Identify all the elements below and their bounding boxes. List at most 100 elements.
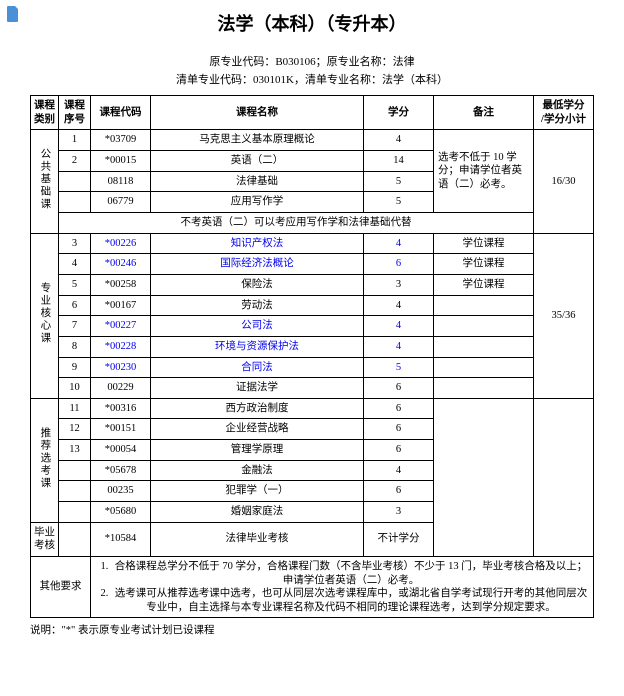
cell-code: *00226	[91, 233, 151, 254]
category-exam: 毕业 考核	[31, 522, 59, 556]
cell-name: 劳动法	[151, 295, 364, 316]
cell-credit: 6	[364, 440, 434, 461]
cell-credit: 6	[364, 481, 434, 502]
cell-note	[434, 336, 534, 357]
document-page: 法学（本科）（专升本） 原专业代码：B030106；原专业名称：法律 清单专业代…	[0, 0, 624, 647]
cell-note: 学位课程	[434, 274, 534, 295]
cell-seq	[59, 502, 91, 523]
category-elective: 推荐选考课	[31, 398, 59, 522]
cell-name: 应用写作学	[151, 192, 364, 213]
req-item: 合格课程总学分不低于 70 学分，合格课程门数（不含毕业考核）不少于 13 门，…	[111, 560, 591, 587]
cell-seq: 13	[59, 440, 91, 461]
cell-name: 法律基础	[151, 171, 364, 192]
span-row: 不考英语（二）可以考应用写作学和法律基础代替	[31, 213, 594, 234]
table-row: 8*00228环境与资源保护法4	[31, 336, 594, 357]
cell-seq: 11	[59, 398, 91, 419]
cell-min: 35/36	[534, 233, 594, 398]
cell-name: 马克思主义基本原理概论	[151, 130, 364, 151]
cell-seq: 4	[59, 254, 91, 275]
cell-credit: 不计学分	[364, 522, 434, 556]
cell-seq	[59, 522, 91, 556]
cell-code: *00151	[91, 419, 151, 440]
cell-note	[434, 378, 534, 399]
document-icon	[6, 6, 20, 22]
cell-credit: 6	[364, 398, 434, 419]
category-other: 其他要求	[31, 556, 91, 618]
cell-note-empty	[434, 398, 534, 556]
table-header-row: 课程 类别 课程 序号 课程代码 课程名称 学分 备注 最低学分 /学分小计	[31, 96, 594, 130]
cell-name: 法律毕业考核	[151, 522, 364, 556]
table-row: 5*00258保险法3学位课程	[31, 274, 594, 295]
cell-credit: 6	[364, 419, 434, 440]
cell-name: 犯罪学（一）	[151, 481, 364, 502]
cell-credit: 3	[364, 502, 434, 523]
cell-credit: 6	[364, 254, 434, 275]
table-row: 9*00230合同法5	[31, 357, 594, 378]
cell-code: *00228	[91, 336, 151, 357]
cell-seq	[59, 481, 91, 502]
footnote: 说明："*" 表示原专业考试计划已设课程	[30, 622, 594, 637]
cell-credit: 4	[364, 233, 434, 254]
cell-name: 知识产权法	[151, 233, 364, 254]
cell-code: *00227	[91, 316, 151, 337]
th-code: 课程代码	[91, 96, 151, 130]
table-row: 专业核心课3*00226知识产权法4学位课程35/36	[31, 233, 594, 254]
cell-name: 国际经济法概论	[151, 254, 364, 275]
cell-name: 金融法	[151, 460, 364, 481]
cell-seq: 2	[59, 151, 91, 172]
cell-note	[434, 295, 534, 316]
cell-code: 08118	[91, 171, 151, 192]
cell-code: *00258	[91, 274, 151, 295]
cell-seq: 7	[59, 316, 91, 337]
cell-code: 06779	[91, 192, 151, 213]
th-min: 最低学分 /学分小计	[534, 96, 594, 130]
cell-credit: 4	[364, 130, 434, 151]
cell-span-text: 不考英语（二）可以考应用写作学和法律基础代替	[59, 213, 534, 234]
cell-seq: 9	[59, 357, 91, 378]
cell-credit: 5	[364, 357, 434, 378]
cell-credit: 4	[364, 460, 434, 481]
other-req-cell: 合格课程总学分不低于 70 学分，合格课程门数（不含毕业考核）不少于 13 门，…	[91, 556, 594, 618]
cell-credit: 6	[364, 378, 434, 399]
cell-seq: 12	[59, 419, 91, 440]
cell-code: *10584	[91, 522, 151, 556]
cell-min: 16/30	[534, 130, 594, 233]
cell-seq	[59, 460, 91, 481]
curriculum-table: 课程 类别 课程 序号 课程代码 课程名称 学分 备注 最低学分 /学分小计 公…	[30, 95, 594, 618]
cell-name: 企业经营战略	[151, 419, 364, 440]
cell-name: 证据法学	[151, 378, 364, 399]
category-public: 公共基础课	[31, 130, 59, 233]
req-item: 选考课可从推荐选考课中选考，也可从同层次选考课程库中，或湖北省自学考试现行开考的…	[111, 587, 591, 614]
cell-credit: 5	[364, 171, 434, 192]
cell-code: *00316	[91, 398, 151, 419]
cell-code: *00246	[91, 254, 151, 275]
cell-code: *00230	[91, 357, 151, 378]
cell-credit: 4	[364, 336, 434, 357]
th-credit: 学分	[364, 96, 434, 130]
cell-seq	[59, 192, 91, 213]
cell-code: *05678	[91, 460, 151, 481]
table-row: 1000229证据法学6	[31, 378, 594, 399]
page-title: 法学（本科）（专升本）	[30, 10, 594, 36]
cell-note: 学位课程	[434, 254, 534, 275]
cell-seq: 5	[59, 274, 91, 295]
cell-note: 选考不低于 10 学分；申请学位者英语（二）必考。	[434, 130, 534, 213]
cell-note	[434, 357, 534, 378]
table-row: 7*00227公司法4	[31, 316, 594, 337]
th-note: 备注	[434, 96, 534, 130]
subtitle-line2: 清单专业代码：030101K，清单专业名称：法学（本科）	[30, 72, 594, 90]
cell-min-empty	[534, 398, 594, 556]
cell-code: *00054	[91, 440, 151, 461]
cell-code: 00235	[91, 481, 151, 502]
cell-credit: 4	[364, 316, 434, 337]
cell-code: *05680	[91, 502, 151, 523]
th-seq: 课程 序号	[59, 96, 91, 130]
cell-seq: 3	[59, 233, 91, 254]
other-req-row: 其他要求合格课程总学分不低于 70 学分，合格课程门数（不含毕业考核）不少于 1…	[31, 556, 594, 618]
cell-name: 英语（二）	[151, 151, 364, 172]
cell-seq: 6	[59, 295, 91, 316]
subtitle-line1: 原专业代码：B030106；原专业名称：法律	[30, 54, 594, 72]
cell-credit: 5	[364, 192, 434, 213]
cell-name: 环境与资源保护法	[151, 336, 364, 357]
cell-code: *00015	[91, 151, 151, 172]
